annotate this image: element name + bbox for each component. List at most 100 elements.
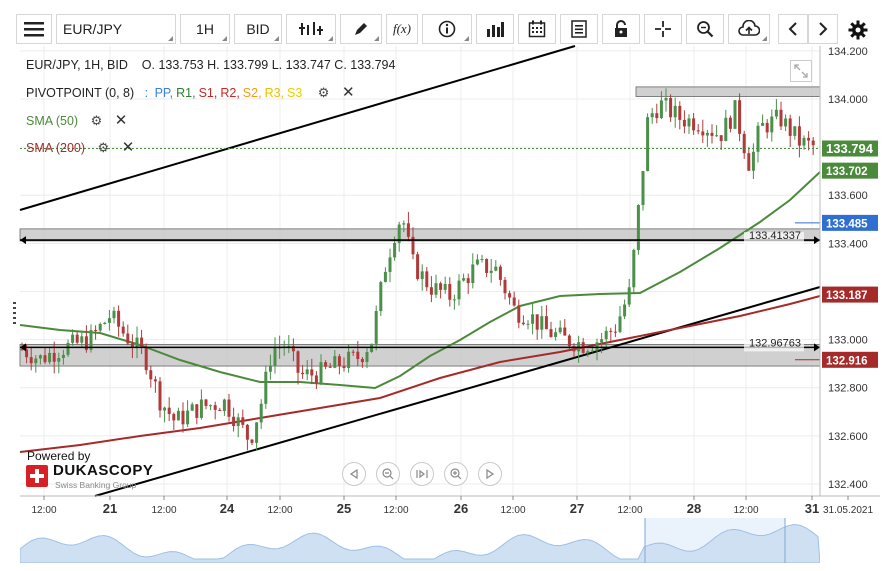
scroll-forward-button[interactable] bbox=[478, 462, 502, 486]
candle-body bbox=[186, 410, 190, 425]
crosshair-icon bbox=[655, 21, 671, 37]
zoom-button[interactable] bbox=[686, 14, 724, 44]
candle-body bbox=[554, 332, 558, 337]
dropdown-corner-icon bbox=[274, 36, 279, 41]
chevron-right-icon bbox=[819, 22, 828, 36]
settings-button[interactable] bbox=[846, 18, 870, 42]
level-arrow-right bbox=[814, 236, 820, 245]
ohlc-text: EUR/JPY, 1H, BID O. 133.753 H. 133.799 L… bbox=[26, 58, 396, 72]
candle-body bbox=[751, 151, 755, 171]
support-resistance-zone bbox=[19, 228, 821, 242]
candle-body bbox=[609, 330, 613, 332]
zoom-in-button[interactable] bbox=[444, 462, 468, 486]
candle-body bbox=[531, 314, 535, 324]
volume-button[interactable] bbox=[476, 14, 514, 44]
draw-tool-button[interactable] bbox=[340, 14, 382, 44]
candle-body bbox=[324, 362, 328, 367]
candle-body bbox=[646, 117, 650, 172]
report-button[interactable] bbox=[560, 14, 598, 44]
candle-body bbox=[632, 249, 636, 288]
candle-body bbox=[623, 304, 627, 317]
expand-button[interactable] bbox=[790, 60, 812, 82]
menu-button[interactable] bbox=[16, 14, 52, 44]
candle-body bbox=[600, 339, 604, 343]
cloud-upload-icon bbox=[738, 20, 760, 36]
pivot-item: R3, bbox=[264, 86, 285, 100]
price-tag-label: 133.187 bbox=[826, 290, 868, 302]
scroll-right-button[interactable] bbox=[808, 14, 838, 44]
candle-body bbox=[618, 316, 622, 332]
candle-body bbox=[604, 330, 608, 340]
candle-body bbox=[75, 334, 79, 343]
candle-body bbox=[342, 366, 346, 368]
candle-body bbox=[452, 299, 456, 301]
sma50-remove-icon[interactable]: ✕ bbox=[114, 112, 128, 129]
pivot-items: PP, R1, S1, R2, S2, R3, S3 bbox=[155, 86, 306, 100]
candle-body bbox=[48, 352, 52, 363]
candle-body bbox=[29, 357, 33, 364]
time-tick-label: 28 bbox=[687, 501, 701, 516]
indicators-button[interactable]: f(x) bbox=[386, 14, 418, 44]
candle-body bbox=[457, 280, 461, 300]
sma50-line bbox=[19, 171, 821, 390]
price-tick-label: 133.600 bbox=[828, 190, 868, 202]
level-label-bg bbox=[744, 339, 804, 352]
candle-body bbox=[310, 369, 314, 376]
sma200-settings-icon[interactable]: ⚙ bbox=[97, 140, 110, 155]
sma200-remove-icon[interactable]: ✕ bbox=[121, 139, 135, 156]
candle-body bbox=[489, 270, 493, 273]
panel-resize-handle[interactable] bbox=[13, 302, 16, 324]
zoom-out-icon bbox=[382, 468, 394, 480]
lock-icon bbox=[615, 20, 627, 37]
candle-body bbox=[613, 331, 617, 333]
cloud-save-button[interactable] bbox=[728, 14, 770, 44]
candle-body bbox=[807, 137, 811, 141]
dropdown-corner-icon bbox=[168, 36, 173, 41]
candle-body bbox=[351, 351, 355, 353]
symbol-selector[interactable]: EUR/JPY bbox=[56, 14, 176, 44]
candle-body bbox=[388, 257, 392, 272]
timeframe-selector[interactable]: 1H bbox=[180, 14, 230, 44]
trendlines bbox=[19, 45, 821, 497]
price-tick-label: 133.000 bbox=[828, 335, 868, 347]
candle-body bbox=[140, 337, 144, 348]
candle-body bbox=[793, 126, 797, 136]
candle-body bbox=[728, 117, 732, 129]
zoom-out-button[interactable] bbox=[376, 462, 400, 486]
candle-body bbox=[627, 287, 631, 305]
info-button[interactable] bbox=[422, 14, 472, 44]
bar-chart-icon bbox=[487, 22, 504, 37]
scroll-left-button[interactable] bbox=[778, 14, 808, 44]
level-zones bbox=[19, 86, 821, 367]
price-tick-label: 133.800 bbox=[828, 142, 868, 154]
candle-body bbox=[333, 356, 337, 368]
navigator-overview[interactable] bbox=[20, 518, 820, 563]
candle-body bbox=[595, 342, 599, 351]
zoom-in-icon bbox=[450, 468, 462, 480]
candle-body bbox=[43, 355, 47, 363]
time-tick-label: 12:00 bbox=[31, 505, 56, 516]
dropdown-corner-icon bbox=[464, 36, 469, 41]
lock-button[interactable] bbox=[602, 14, 640, 44]
pivot-settings-icon[interactable]: ⚙ bbox=[317, 85, 330, 100]
candle-body bbox=[733, 100, 737, 129]
price-tag-label: 133.485 bbox=[826, 218, 868, 230]
pivot-remove-icon[interactable]: ✕ bbox=[341, 84, 355, 101]
scroll-back-button[interactable] bbox=[342, 462, 366, 486]
candle-body bbox=[503, 279, 507, 294]
candle-body bbox=[475, 259, 479, 265]
reset-view-button[interactable] bbox=[410, 462, 434, 486]
candle-body bbox=[393, 242, 397, 258]
candle-body bbox=[705, 132, 709, 136]
chart-type-button[interactable] bbox=[286, 14, 336, 44]
sma50-settings-icon[interactable]: ⚙ bbox=[90, 113, 103, 128]
crosshair-button[interactable] bbox=[644, 14, 682, 44]
candle-body bbox=[328, 366, 332, 368]
calendar-button[interactable] bbox=[518, 14, 556, 44]
candle-body bbox=[788, 118, 792, 136]
price-side-selector[interactable]: BID bbox=[234, 14, 282, 44]
dukascopy-logo[interactable]: DUKASCOPY Swiss Banking Group bbox=[26, 462, 153, 490]
candle-body bbox=[57, 357, 61, 362]
candle-body bbox=[25, 349, 29, 358]
dropdown-corner-icon bbox=[762, 36, 767, 41]
